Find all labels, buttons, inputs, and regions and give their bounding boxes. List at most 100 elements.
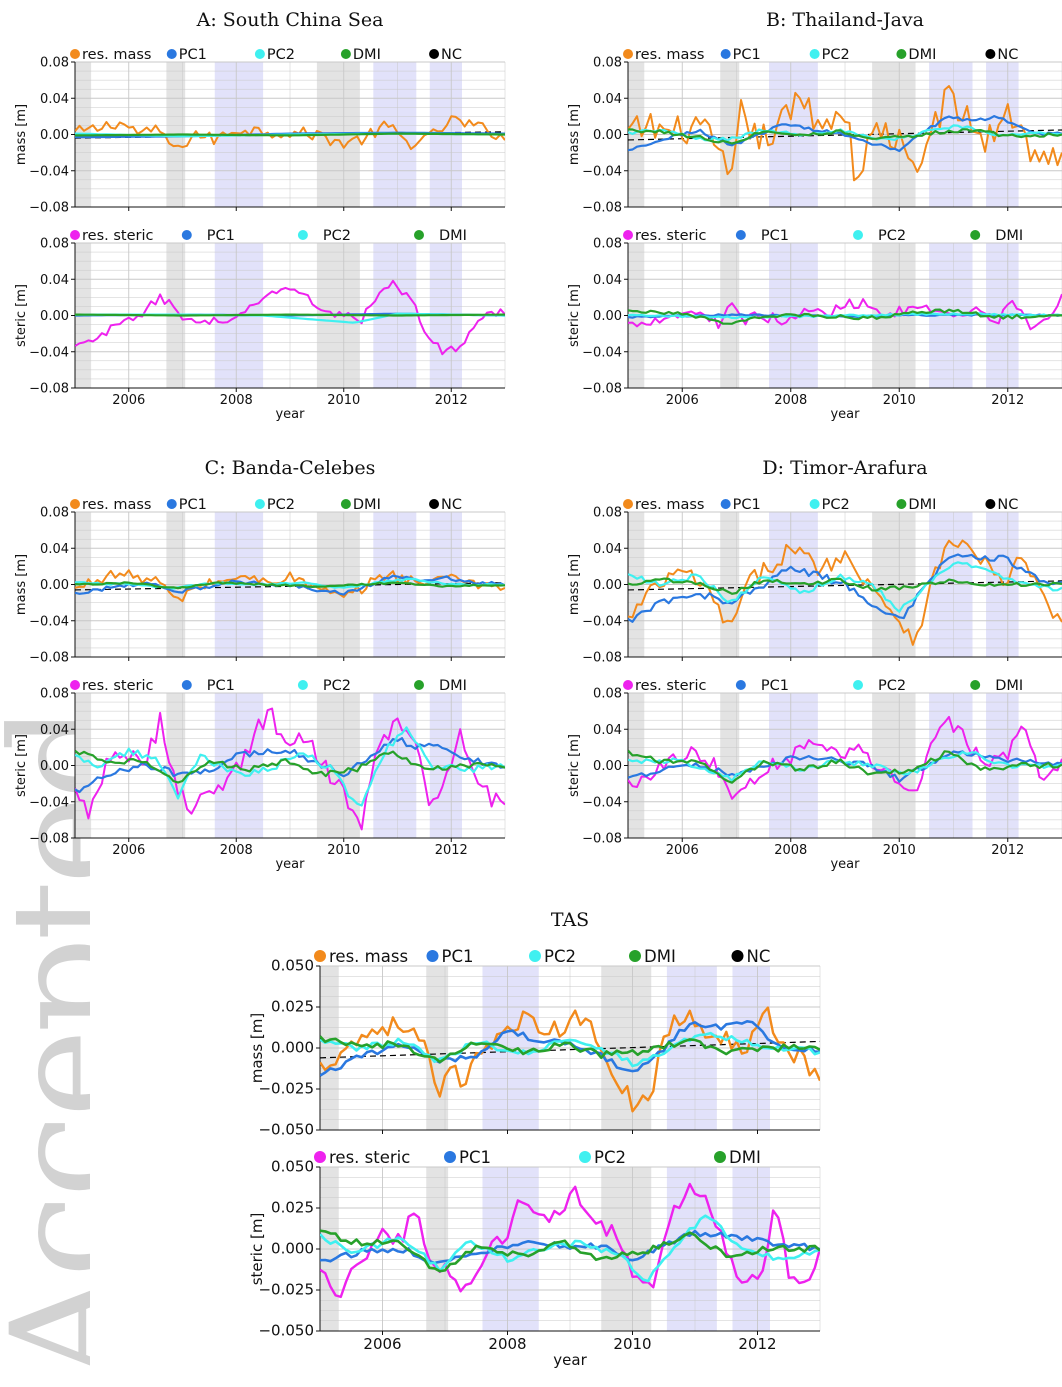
x-tick-label: 2008	[220, 843, 253, 858]
x-tick-label: 2008	[220, 393, 253, 408]
nc-trend-line	[320, 1040, 820, 1059]
y-tick-label: 0.025	[271, 1199, 314, 1217]
y-axis-label: mass [m]	[567, 554, 582, 615]
y-tick-label: 0.000	[271, 1240, 314, 1258]
panel-title: D: Timor-Arafura	[762, 457, 927, 479]
x-axis-label: year	[553, 1351, 587, 1369]
legend-label: PC2	[594, 1148, 626, 1167]
legend-marker	[414, 680, 424, 690]
legend-label: NC	[441, 497, 462, 513]
x-tick-label: 2008	[774, 393, 807, 408]
legend-label: res. mass	[82, 47, 151, 63]
legend: res. steric PC1 PC2 DMI	[623, 678, 1023, 694]
series-group	[320, 1182, 820, 1299]
legend-marker	[579, 1151, 591, 1163]
legend: res. steric PC1 PC2 DMI	[70, 228, 467, 244]
y-axis-label: mass [m]	[567, 104, 582, 165]
legend-label: DMI	[353, 47, 381, 63]
legend-label: PC2	[544, 947, 576, 966]
steric-subplot: 0.08 0.04 0.00 −0.04 −0.08 2006 2008 2010 2012 st…	[14, 228, 506, 408]
legend-label: DMI	[995, 678, 1023, 694]
x-axis-label: year	[830, 407, 860, 422]
series-line-pc2	[75, 577, 505, 590]
mass-subplot: 0.08 0.04 0.00 −0.04 −0.08 mass [m] res. mass P…	[567, 497, 1062, 666]
y-tick-label: 0.00	[593, 128, 622, 143]
y-axis-label: mass [m]	[14, 104, 29, 165]
y-tick-label: 0.00	[40, 759, 69, 774]
legend-label: res. mass	[635, 497, 704, 513]
series-line-pc1	[75, 737, 505, 794]
legend-marker	[414, 230, 424, 240]
legend: res. mass PC1 PC2 DMI NC	[314, 947, 770, 966]
steric-subplot: 0.08 0.04 0.00 −0.04 −0.08 2006 2008 2010 2012 st…	[567, 678, 1062, 858]
legend-label: PC2	[822, 497, 850, 513]
legend-label: res. steric	[329, 1148, 410, 1167]
series-line-dmi	[628, 577, 1062, 595]
x-tick-label: 2006	[112, 393, 145, 408]
legend-label: PC2	[323, 228, 351, 244]
legend-label: PC1	[179, 497, 207, 513]
legend-marker	[735, 230, 746, 240]
legend-marker	[254, 49, 265, 59]
y-tick-label: −0.04	[582, 164, 622, 179]
legend-marker	[809, 49, 820, 59]
legend-marker	[166, 49, 177, 59]
x-axis-label: year	[830, 857, 860, 872]
legend-label: PC1	[207, 678, 235, 694]
legend-marker	[970, 230, 981, 240]
mass-subplot: 0.050 0.025 0.000 −0.025 −0.050 mass [m] res. …	[248, 947, 821, 1139]
legend-marker	[426, 950, 439, 962]
legend-label: res. mass	[329, 947, 408, 966]
x-tick-label: 2012	[738, 1335, 776, 1353]
y-tick-label: 0.04	[40, 92, 69, 107]
y-tick-label: 0.00	[40, 578, 69, 593]
legend-marker	[853, 230, 864, 240]
y-tick-label: −0.04	[29, 614, 69, 629]
series-group	[75, 279, 505, 356]
panel-title: B: Thailand-Java	[766, 9, 924, 31]
y-tick-label: −0.025	[258, 1080, 314, 1098]
legend-marker	[809, 499, 820, 509]
legend-label: PC1	[442, 947, 474, 966]
y-tick-label: −0.08	[29, 201, 69, 216]
legend-marker	[297, 680, 308, 690]
y-tick-label: 0.08	[40, 687, 69, 702]
series-group	[628, 539, 1062, 646]
legend-marker	[629, 950, 641, 962]
y-tick-label: −0.08	[29, 382, 69, 397]
mass-subplot: 0.08 0.04 0.00 −0.04 −0.08 mass [m] res. mass P…	[14, 47, 506, 216]
legend: res. mass PC1 PC2 DMI NC	[623, 47, 1018, 63]
panel-2: B: Thailand-Java 0.08 0.04 0.00 −0.04 −0.08 ma…	[567, 9, 1062, 422]
steric-subplot: 0.08 0.04 0.00 −0.04 −0.08 2006 2008 2010 2012 st…	[567, 228, 1062, 408]
y-tick-label: 0.08	[593, 687, 622, 702]
y-axis-label: steric [m]	[14, 284, 29, 347]
legend: res. steric PC1 PC2 DMI	[623, 228, 1023, 244]
y-tick-label: 0.04	[593, 273, 622, 288]
y-tick-label: 0.04	[40, 542, 69, 557]
legend-marker	[429, 499, 440, 509]
y-tick-label: 0.04	[593, 92, 622, 107]
legend-label: PC1	[733, 497, 761, 513]
y-tick-label: −0.04	[29, 345, 69, 360]
steric-subplot: 0.08 0.04 0.00 −0.04 −0.08 2006 2008 2010 2012 st…	[14, 678, 506, 858]
series-line-res-mass	[628, 539, 1062, 646]
y-tick-label: −0.08	[582, 382, 622, 397]
x-axis-label: year	[275, 407, 305, 422]
legend-label: res. mass	[635, 47, 704, 63]
legend-marker	[314, 950, 326, 962]
series-line-res-mass	[628, 85, 1062, 182]
legend-marker	[731, 950, 744, 962]
legend-marker	[70, 230, 80, 240]
legend-marker	[529, 950, 541, 962]
legend-label: res. steric	[82, 228, 153, 244]
series-line-res-steric	[628, 293, 1062, 331]
legend-marker	[720, 49, 731, 59]
panel-title: TAS	[551, 909, 589, 931]
legend-marker	[896, 499, 907, 509]
legend-marker	[297, 230, 308, 240]
y-axis-label: steric [m]	[248, 1213, 266, 1286]
mass-subplot: 0.08 0.04 0.00 −0.04 −0.08 mass [m] res. mass P…	[14, 497, 506, 666]
y-tick-label: 0.04	[40, 273, 69, 288]
series-line-pc2	[320, 1031, 820, 1068]
